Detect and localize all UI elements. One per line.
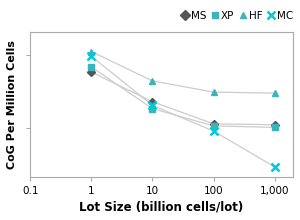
HF	[151, 80, 154, 82]
MS	[212, 123, 215, 125]
MC	[89, 55, 93, 57]
MC	[212, 130, 215, 132]
XP	[212, 125, 215, 127]
Line: XP: XP	[88, 64, 278, 130]
XP	[273, 126, 277, 129]
MS	[89, 71, 93, 73]
Line: MC: MC	[87, 52, 278, 171]
MS	[273, 123, 277, 126]
HF	[273, 92, 277, 94]
X-axis label: Lot Size (billion cells/lot): Lot Size (billion cells/lot)	[80, 200, 244, 213]
MC	[151, 104, 154, 107]
MC	[273, 166, 277, 168]
MS	[151, 100, 154, 103]
Legend: MS, XP, HF, MC: MS, XP, HF, MC	[182, 11, 293, 21]
XP	[89, 66, 93, 68]
Line: HF: HF	[88, 48, 278, 96]
Line: MS: MS	[88, 69, 278, 128]
XP	[151, 107, 154, 110]
Y-axis label: CoG Per Million Cells: CoG Per Million Cells	[7, 40, 17, 169]
HF	[89, 50, 93, 53]
HF	[212, 91, 215, 94]
